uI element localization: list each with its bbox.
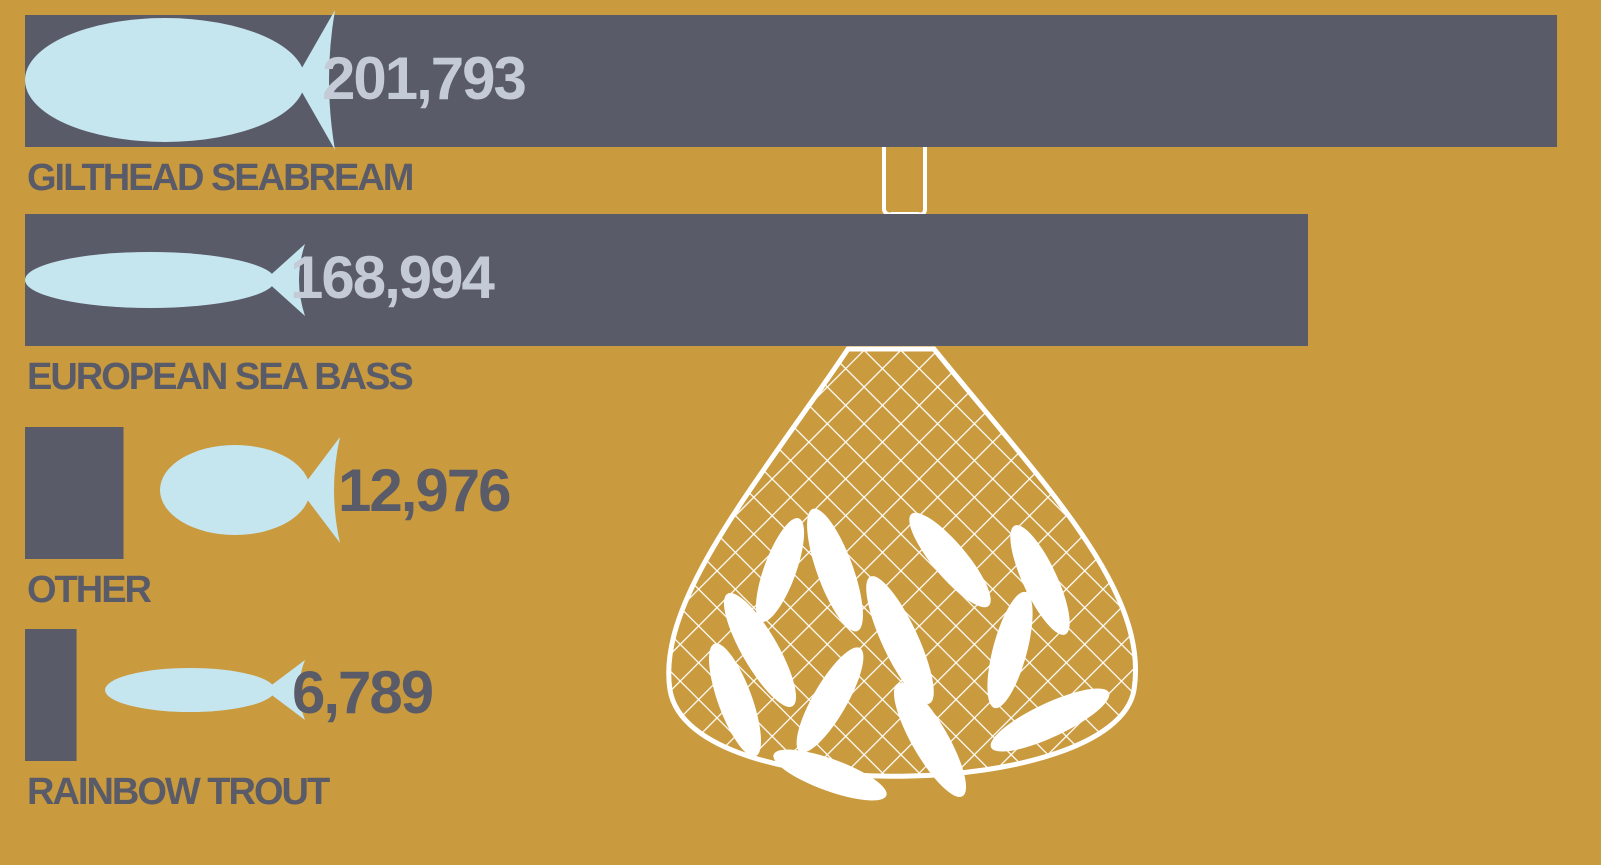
fish-tail: [265, 244, 305, 316]
bar: [25, 629, 77, 761]
fish-icon: [25, 18, 305, 142]
fish-tail: [300, 437, 340, 543]
value-label: 201,793: [322, 45, 526, 112]
fish-tail: [265, 660, 305, 720]
value-label: 12,976: [338, 457, 510, 524]
category-label: OTHER: [27, 569, 152, 611]
fish-icon: [160, 445, 310, 535]
net-illustration: [666, 147, 1138, 801]
value-label: 6,789: [292, 659, 433, 726]
category-label: GILTHEAD SEABREAM: [27, 157, 413, 199]
bar: [25, 427, 124, 559]
category-label: EUROPEAN SEA BASS: [27, 356, 412, 398]
fish-tail: [295, 10, 335, 150]
category-label: RAINBOW TROUT: [27, 771, 330, 813]
value-label: 168,994: [290, 244, 496, 311]
fish-icon: [105, 668, 275, 712]
fish-icon: [25, 252, 275, 308]
